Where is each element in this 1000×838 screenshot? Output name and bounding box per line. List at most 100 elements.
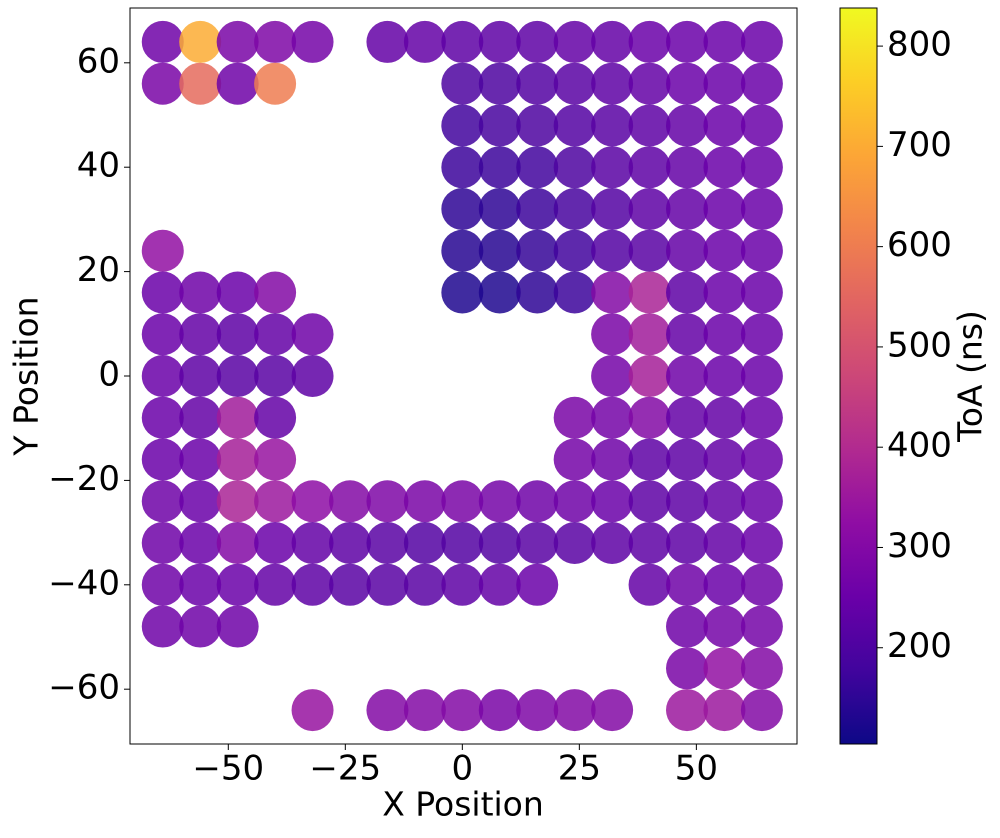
point [403,563,446,606]
point [591,187,634,230]
point [179,563,222,606]
point [666,104,709,147]
point [216,20,259,63]
point [478,146,521,189]
point [740,187,783,230]
point [254,62,297,105]
point [141,313,184,356]
point [141,229,184,272]
point [478,229,521,272]
point [403,522,446,565]
point [628,563,671,606]
point [516,229,559,272]
y-axis-label: Y Position [7,296,46,456]
point [216,438,259,481]
point [291,563,334,606]
point [703,104,746,147]
point [516,104,559,147]
point [740,689,783,732]
point [591,271,634,314]
point [591,355,634,397]
point [553,104,596,147]
point [141,396,184,439]
colorbar [839,7,878,745]
point [666,271,709,314]
x-axis-label: X Position [382,785,544,824]
point [179,20,222,63]
point [628,396,671,439]
point [666,563,709,606]
point [666,438,709,481]
point [441,104,484,147]
point [216,271,259,314]
point [216,355,259,397]
point [179,271,222,314]
point [591,104,634,147]
point [591,438,634,481]
point [179,522,222,565]
point [666,146,709,189]
point [703,355,746,397]
point [254,355,297,397]
x-tick-label: 50 [675,749,718,789]
point [516,146,559,189]
colorbar-tick-label: 600 [887,225,952,265]
point [740,480,783,523]
point [666,647,709,690]
point [216,480,259,523]
point [703,62,746,105]
point [141,355,184,397]
point [553,187,596,230]
point [628,480,671,523]
point [553,62,596,105]
point [216,396,259,439]
point [591,20,634,63]
point [216,605,259,648]
point [141,62,184,105]
point [740,146,783,189]
point [628,522,671,565]
point [179,355,222,397]
point [553,146,596,189]
point [553,480,596,523]
point [254,313,297,356]
colorbar-label: ToA (ns) [951,310,990,443]
point [478,689,521,732]
point [216,62,259,105]
point [441,480,484,523]
point [516,480,559,523]
point [291,522,334,565]
point [179,62,222,105]
point [740,313,783,356]
point [291,480,334,523]
point [703,689,746,732]
y-tick-label: −20 [48,459,120,499]
point [703,146,746,189]
point [591,522,634,565]
colorbar-tick-label: 300 [887,526,952,566]
point [628,355,671,397]
point [516,20,559,63]
point [366,522,409,565]
point [403,20,446,63]
point [703,271,746,314]
point [254,271,297,314]
point [328,563,371,606]
point [591,229,634,272]
point [254,396,297,439]
point [628,104,671,147]
point [441,522,484,565]
points [141,20,783,732]
point [553,522,596,565]
point [441,146,484,189]
point [328,522,371,565]
point [516,271,559,314]
point [666,313,709,356]
y-tick-label: 40 [77,146,120,186]
point [141,480,184,523]
point [628,313,671,356]
point [740,396,783,439]
point [553,229,596,272]
x-tick-label: 25 [558,749,601,789]
